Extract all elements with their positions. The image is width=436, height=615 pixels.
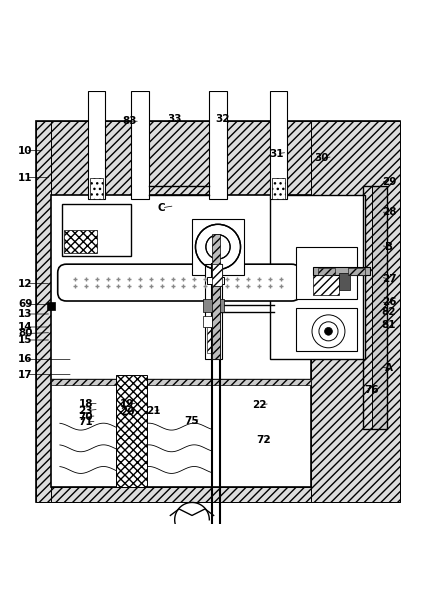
Text: 12: 12 (18, 279, 32, 288)
Bar (209, 91, 227, 199)
Text: 16: 16 (18, 354, 32, 365)
Bar (318, 268, 335, 274)
Bar (51, 121, 311, 195)
Bar (36, 121, 400, 502)
Bar (47, 302, 54, 310)
Text: 75: 75 (185, 416, 199, 426)
Circle shape (324, 327, 332, 335)
Bar (62, 204, 131, 255)
Bar (36, 121, 51, 502)
Bar (311, 121, 400, 502)
Bar (348, 268, 365, 274)
Text: C: C (158, 203, 166, 213)
Bar (313, 273, 339, 295)
Bar (51, 195, 311, 487)
Text: B: B (385, 242, 393, 252)
Bar (211, 234, 220, 286)
Text: 13: 13 (18, 309, 32, 319)
Text: 76: 76 (364, 385, 379, 395)
Bar (51, 487, 311, 502)
Text: A: A (385, 363, 393, 373)
Text: 28: 28 (382, 207, 396, 217)
Bar (64, 229, 97, 253)
Text: 26: 26 (382, 297, 396, 308)
Bar (296, 247, 357, 299)
Bar (116, 375, 146, 487)
Bar (207, 327, 220, 353)
Text: 22: 22 (252, 400, 266, 410)
Text: 70: 70 (78, 411, 93, 422)
Text: 18: 18 (78, 399, 93, 409)
Bar (313, 267, 370, 275)
Text: 69: 69 (18, 300, 32, 309)
Text: 23: 23 (78, 406, 93, 416)
Text: 33: 33 (167, 114, 182, 124)
Text: 80: 80 (18, 328, 32, 338)
Text: 72: 72 (256, 435, 271, 445)
Bar (372, 186, 387, 429)
Bar (192, 219, 244, 275)
Text: 27: 27 (382, 274, 396, 284)
Bar (339, 273, 350, 290)
Bar (363, 186, 387, 429)
Text: 15: 15 (18, 335, 32, 345)
Text: 21: 21 (146, 407, 160, 416)
Bar (90, 178, 103, 199)
Bar (205, 264, 222, 360)
Bar (211, 286, 220, 360)
Text: 14: 14 (18, 322, 33, 332)
Bar (88, 91, 106, 199)
Bar (270, 195, 365, 360)
Bar (270, 91, 287, 199)
Bar (207, 277, 225, 284)
FancyBboxPatch shape (58, 264, 300, 301)
Text: 19: 19 (120, 399, 134, 409)
Bar (211, 264, 222, 286)
Text: 11: 11 (18, 173, 32, 183)
Text: 20: 20 (120, 407, 134, 418)
Text: 32: 32 (215, 114, 230, 124)
Text: 31: 31 (269, 149, 284, 159)
Text: 82: 82 (382, 307, 396, 317)
Bar (51, 379, 311, 386)
Text: 83: 83 (122, 116, 136, 126)
Text: 17: 17 (18, 370, 33, 379)
Text: 81: 81 (382, 320, 396, 330)
Text: 71: 71 (78, 418, 93, 427)
Bar (131, 91, 149, 199)
Bar (203, 299, 225, 312)
Bar (296, 308, 357, 351)
Bar (272, 178, 285, 199)
Text: 30: 30 (315, 153, 329, 163)
Text: 29: 29 (382, 177, 396, 187)
Bar (203, 316, 211, 327)
Text: 10: 10 (18, 146, 32, 156)
